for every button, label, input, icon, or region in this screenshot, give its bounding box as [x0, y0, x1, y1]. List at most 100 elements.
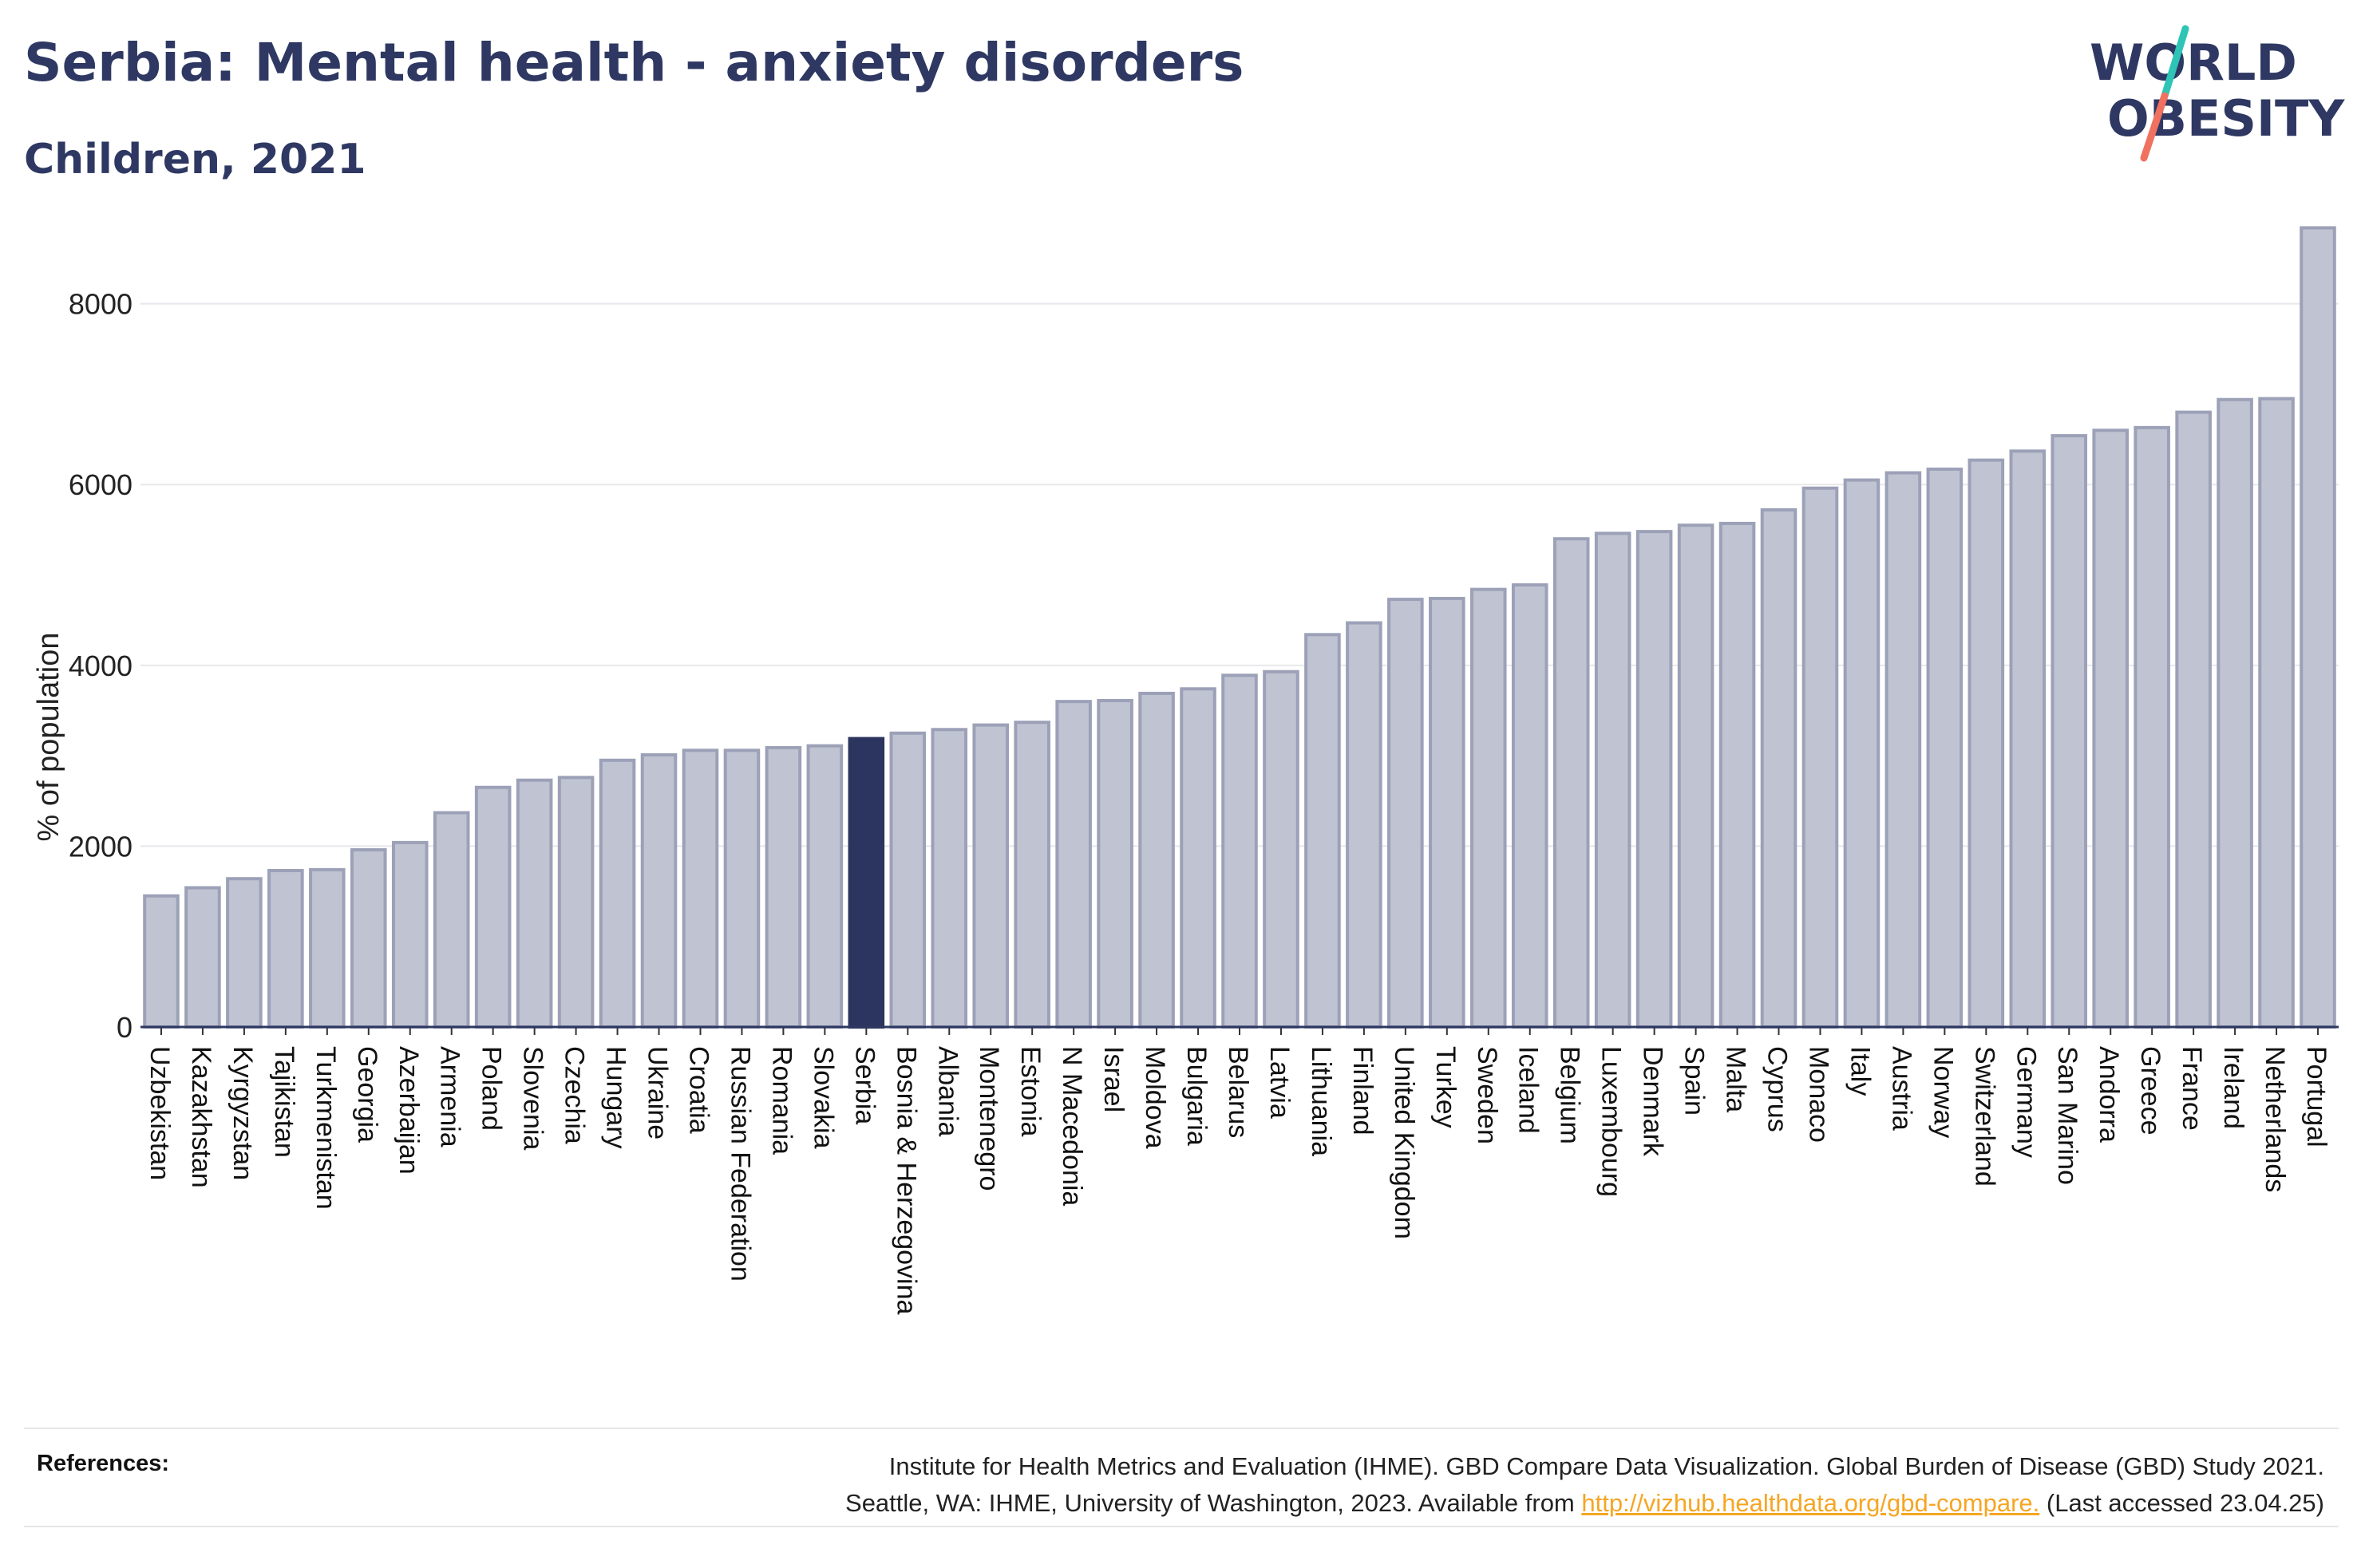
- bar: [1926, 467, 1964, 1029]
- bar: [1843, 478, 1880, 1029]
- footer-divider-top: [24, 1428, 2339, 1429]
- bar: [1346, 621, 1382, 1029]
- bar: [2175, 410, 2212, 1029]
- y-tick-label: 4000: [69, 650, 132, 682]
- x-tick-label: Italy: [1845, 1046, 1875, 1096]
- bar: [1387, 598, 1424, 1029]
- bar: [723, 748, 761, 1029]
- x-tick-label: Kazakhstan: [186, 1046, 216, 1188]
- y-tick-label: 0: [117, 1011, 132, 1044]
- reference-line-2-suffix: (Last accessed 23.04.25): [2046, 1489, 2324, 1517]
- x-tick-label: Germany: [2011, 1046, 2041, 1158]
- world-obesity-logo: WORLD OBESITY: [2090, 25, 2345, 162]
- reference-line-2: Seattle, WA: IHME, University of Washing…: [568, 1485, 2324, 1522]
- bar: [1263, 669, 1299, 1029]
- bar: [2009, 449, 2047, 1029]
- x-tick-label: Kyrgyzstan: [227, 1046, 258, 1180]
- bar: [2300, 226, 2336, 1029]
- x-tick-label: Slovenia: [518, 1046, 548, 1151]
- x-tick-label: Bulgaria: [1181, 1046, 1212, 1146]
- x-tick-label: Turkey: [1430, 1046, 1461, 1128]
- x-tick-label: Iceland: [1513, 1046, 1544, 1134]
- bar: [1055, 700, 1092, 1029]
- x-tick-label: Austria: [1886, 1046, 1916, 1131]
- x-tick-label: Azerbaijan: [394, 1046, 424, 1175]
- x-tick-label: Denmark: [1638, 1046, 1668, 1157]
- x-tick-label: Albania: [932, 1046, 963, 1137]
- x-tick-label: Cyprus: [1762, 1046, 1793, 1132]
- bar: [1884, 471, 1922, 1029]
- reference-line-2-prefix: Seattle, WA: IHME, University of Washing…: [845, 1489, 1575, 1517]
- x-tick-label: Croatia: [683, 1046, 714, 1134]
- x-tick-label: Latvia: [1264, 1046, 1295, 1119]
- bar: [806, 744, 844, 1029]
- x-tick-label: Armenia: [435, 1046, 465, 1147]
- logo-line-world: WORLD: [2090, 34, 2297, 92]
- x-tick-label: Sweden: [1472, 1046, 1502, 1144]
- bar: [143, 894, 180, 1029]
- bar: [433, 811, 470, 1029]
- y-tick-label: 2000: [69, 830, 132, 863]
- footer-divider-bottom: [24, 1526, 2339, 1527]
- x-tick-label: Lithuania: [1306, 1046, 1336, 1156]
- references-text: Institute for Health Metrics and Evaluat…: [568, 1448, 2324, 1522]
- bar: [1635, 530, 1673, 1029]
- x-tick-label: Montenegro: [974, 1046, 1004, 1191]
- bar: [2051, 434, 2088, 1029]
- bar: [267, 868, 304, 1029]
- bar-chart: 0 2000 4000 6000 8000 % of population Uzbekist…: [32, 226, 2339, 1315]
- references-label: References:: [37, 1451, 170, 1476]
- bar: [1221, 673, 1258, 1029]
- bar: [1511, 583, 1548, 1029]
- x-tick-label: Moldova: [1140, 1046, 1170, 1149]
- chart-subtitle: Children, 2021: [24, 136, 366, 184]
- x-tick-label: Israel: [1098, 1046, 1129, 1112]
- x-tick-label: France: [2177, 1046, 2207, 1131]
- bar: [1760, 508, 1797, 1029]
- bar: [640, 752, 678, 1029]
- x-tick-label: United Kingdom: [1389, 1046, 1419, 1239]
- bar: [1718, 521, 1756, 1029]
- bar: [1552, 537, 1590, 1029]
- x-tick-label: Ukraine: [643, 1046, 673, 1139]
- bar: [391, 840, 429, 1029]
- bar: [972, 723, 1010, 1029]
- reference-link[interactable]: http://vizhub.healthdata.org/gbd-compare…: [1581, 1489, 2040, 1517]
- x-tick-label: Poland: [477, 1046, 507, 1131]
- bar: [889, 731, 927, 1029]
- x-tick-label: Russian Federation: [725, 1046, 755, 1282]
- bar: [226, 877, 263, 1029]
- x-tick-label: Hungary: [601, 1046, 631, 1149]
- bar: [1429, 596, 1465, 1029]
- x-tick-label: Spain: [1679, 1046, 1710, 1116]
- x-tick-label: N Macedonia: [1057, 1046, 1087, 1206]
- x-tick-label: Monaco: [1803, 1046, 1833, 1143]
- bar: [2217, 397, 2253, 1029]
- x-tick-label: Greece: [2135, 1046, 2165, 1136]
- x-tick-label: Uzbekistan: [144, 1046, 175, 1180]
- bar: [350, 847, 387, 1029]
- x-tick-label: Luxembourg: [1596, 1046, 1627, 1197]
- x-tick-label: Serbia: [849, 1046, 880, 1124]
- x-tick-label: Slovakia: [808, 1046, 838, 1149]
- bar: [516, 778, 553, 1029]
- bar: [599, 758, 636, 1029]
- bar: [1968, 458, 2005, 1029]
- x-tick-label: Estonia: [1015, 1046, 1046, 1136]
- x-tick-label: Netherlands: [2260, 1046, 2290, 1192]
- bar: [557, 776, 595, 1029]
- bar: [1801, 486, 1839, 1029]
- x-tick-label: Romania: [766, 1046, 797, 1155]
- x-tick-label: Andorra: [2094, 1046, 2124, 1143]
- bar: [1304, 633, 1341, 1029]
- reference-line-1: Institute for Health Metrics and Evaluat…: [888, 1452, 2324, 1480]
- y-tick-label: 8000: [69, 288, 132, 321]
- bar-highlight: [848, 737, 885, 1029]
- logo-slash-top: [2161, 25, 2189, 100]
- x-tick-label: San Marino: [2052, 1046, 2082, 1185]
- chart-title: Serbia: Mental health - anxiety disorder…: [24, 32, 1244, 93]
- y-tick-label: 6000: [69, 468, 132, 501]
- bar: [1097, 699, 1133, 1029]
- bar: [2134, 425, 2170, 1029]
- x-tick-label: Switzerland: [1969, 1046, 1999, 1187]
